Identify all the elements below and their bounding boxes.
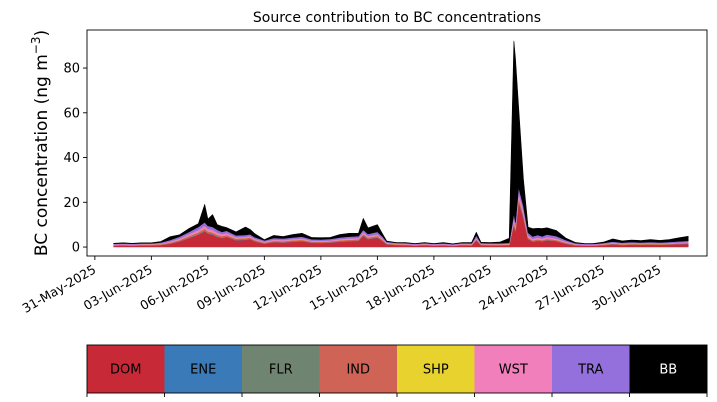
legend-swatch-tra (552, 345, 630, 393)
legend-label: FLR (269, 363, 293, 378)
source-legend: DOM ENE FLR IND SHP WST TRA BB (86, 344, 708, 397)
area-bb (113, 40, 689, 245)
legend-label: WST (499, 363, 528, 378)
legend-swatch-ene (164, 345, 243, 393)
x-axis: 31-May-202503-Jun-202506-Jun-202509-Jun-… (20, 256, 663, 316)
plot-area (113, 40, 689, 248)
legend-swatch-ind (319, 345, 398, 393)
y-tick-label: 0 (72, 241, 80, 256)
legend-label: ENE (190, 363, 216, 378)
legend-label: SHP (423, 363, 449, 378)
y-tick-label: 60 (63, 106, 80, 121)
legend-swatch-bb (629, 345, 708, 393)
legend-label: DOM (110, 363, 141, 378)
legend-swatch-flr (242, 345, 320, 393)
y-axis: 0 20 40 60 80 (63, 62, 87, 256)
legend-label: TRA (577, 363, 603, 378)
plot-frame (86, 29, 708, 257)
legend-label: IND (346, 363, 370, 378)
legend-label: BB (659, 363, 677, 378)
legend-swatch-wst (474, 345, 553, 393)
y-tick-label: 40 (63, 151, 80, 166)
legend-swatch-shp (397, 345, 475, 393)
legend-swatch-dom (87, 345, 165, 393)
chart-title: Source contribution to BC concentrations (253, 10, 541, 26)
y-tick-label: 20 (63, 196, 80, 211)
y-axis-label: BC concentration (ng m−3) (29, 30, 52, 256)
y-tick-label: 80 (63, 62, 80, 77)
